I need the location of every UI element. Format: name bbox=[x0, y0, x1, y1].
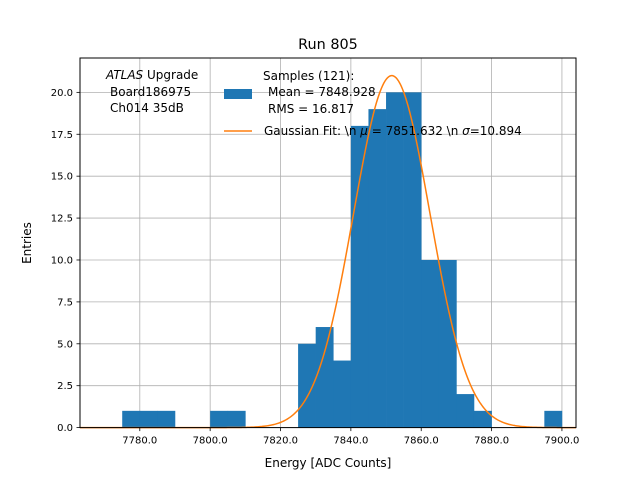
histogram-bar bbox=[438, 259, 457, 428]
histogram-bar bbox=[210, 410, 229, 428]
histogram-bar bbox=[473, 410, 492, 428]
x-tick-label: 7820.0 bbox=[263, 436, 298, 447]
legend-fit-mu-value: = 7851.632 \n bbox=[368, 124, 462, 138]
legend-samples-title: Samples (121): bbox=[263, 69, 354, 83]
histogram-bars bbox=[122, 92, 563, 428]
annotation-upgrade-text: Upgrade bbox=[143, 68, 198, 82]
histogram-bar bbox=[139, 410, 158, 428]
y-tick-label: 7.5 bbox=[57, 297, 73, 308]
y-tick-label: 10.0 bbox=[51, 255, 73, 266]
y-tick-label: 5.0 bbox=[57, 339, 73, 350]
legend-samples-rms: RMS = 16.817 bbox=[268, 102, 354, 116]
y-axis-ticks: 0.0 2.5 5.0 7.5 10.0 12.5 15.0 17.5 20.0 bbox=[51, 88, 80, 434]
x-tick-label: 7880.0 bbox=[474, 436, 509, 447]
x-axis-label: Energy [ADC Counts] bbox=[265, 456, 392, 470]
annotation-board: Board186975 bbox=[110, 85, 191, 99]
histogram-bar bbox=[227, 410, 246, 428]
x-tick-label: 7800.0 bbox=[193, 436, 228, 447]
legend-fit-label: Gaussian Fit: \n μ = 7851.632 \n σ=10.89… bbox=[264, 124, 522, 138]
legend: Samples (121): Mean = 7848.928 RMS = 16.… bbox=[224, 69, 522, 138]
histogram-bar bbox=[122, 410, 141, 428]
histogram-bar bbox=[350, 125, 369, 428]
chart-title: Run 805 bbox=[298, 37, 358, 53]
histogram-bar bbox=[386, 92, 404, 428]
y-tick-label: 0.0 bbox=[57, 423, 73, 434]
y-tick-label: 17.5 bbox=[51, 130, 73, 141]
y-tick-label: 20.0 bbox=[51, 88, 73, 99]
histogram-bar bbox=[368, 109, 387, 428]
y-tick-label: 15.0 bbox=[51, 172, 73, 183]
x-axis-ticks: 7780.0 7800.0 7820.0 7840.0 7860.0 7880.0 7900… bbox=[122, 427, 579, 447]
x-tick-label: 7860.0 bbox=[404, 436, 439, 447]
annotation-channel: Ch014 35dB bbox=[110, 101, 184, 115]
annotation-atlas-line: ATLAS Upgrade bbox=[105, 68, 198, 82]
annotation-atlas-text: ATLAS bbox=[105, 68, 144, 82]
histogram-bar bbox=[315, 327, 334, 428]
histogram-bar bbox=[403, 92, 422, 428]
plot-frame bbox=[79, 57, 577, 429]
histogram-bar bbox=[544, 410, 563, 428]
histogram-bar bbox=[421, 259, 440, 428]
y-axis-label: Entries bbox=[20, 222, 34, 264]
x-tick-label: 7780.0 bbox=[122, 436, 157, 447]
y-tick-label: 2.5 bbox=[57, 381, 73, 392]
atlas-annotation: ATLAS Upgrade Board186975 Ch014 35dB bbox=[105, 68, 198, 115]
legend-samples-swatch bbox=[224, 89, 252, 99]
y-tick-label: 12.5 bbox=[51, 214, 73, 225]
x-tick-label: 7840.0 bbox=[333, 436, 368, 447]
histogram-bar bbox=[333, 360, 352, 428]
histogram-bar bbox=[157, 410, 176, 428]
legend-fit-sigma-value: =10.894 bbox=[470, 124, 522, 138]
histogram-bar bbox=[298, 343, 316, 428]
x-tick-label: 7900.0 bbox=[544, 436, 579, 447]
legend-fit-mu-symbol: μ bbox=[359, 124, 368, 138]
legend-fit-prefix: Gaussian Fit: \n bbox=[264, 124, 360, 138]
legend-fit-sigma-symbol: σ bbox=[462, 124, 470, 138]
legend-samples-mean: Mean = 7848.928 bbox=[268, 85, 376, 99]
histogram-bar bbox=[456, 394, 475, 428]
